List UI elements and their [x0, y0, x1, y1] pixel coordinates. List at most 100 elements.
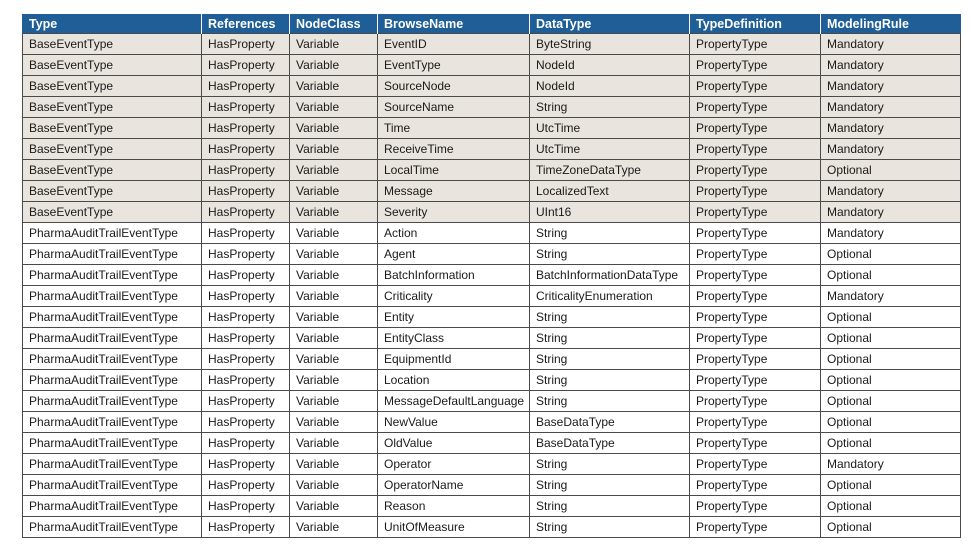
table-row: PharmaAuditTrailEventType HasProperty Vari…: [22, 495, 961, 517]
table-row: PharmaAuditTrailEventType HasProperty Vari…: [22, 474, 961, 496]
type-cell: PharmaAuditTrailEventType: [22, 516, 202, 538]
type-cell: PharmaAuditTrailEventType: [22, 264, 202, 286]
references-cell: HasProperty: [201, 474, 290, 496]
typedefinition-cell: PropertyType: [689, 369, 821, 391]
type-cell: PharmaAuditTrailEventType: [22, 474, 202, 496]
datatype-cell: String: [529, 474, 690, 496]
typedefinition-cell: PropertyType: [689, 453, 821, 475]
type-cell: PharmaAuditTrailEventType: [22, 243, 202, 265]
nodeclass-cell: Variable: [289, 117, 378, 139]
typedefinition-cell: PropertyType: [689, 411, 821, 433]
modelingrule-cell: Mandatory: [820, 33, 961, 55]
type-cell: BaseEventType: [22, 138, 202, 160]
nodeclass-cell: Variable: [289, 222, 378, 244]
nodeclass-cell: Variable: [289, 33, 378, 55]
typedefinition-cell: PropertyType: [689, 495, 821, 517]
browsename-cell: EventType: [377, 54, 530, 76]
typedefinition-cell: PropertyType: [689, 327, 821, 349]
references-cell: HasProperty: [201, 180, 290, 202]
modelingrule-cell: Optional: [820, 306, 961, 328]
modelingrule-cell: Mandatory: [820, 222, 961, 244]
nodeclass-cell: Variable: [289, 96, 378, 118]
browsename-cell: MessageDefaultLanguage: [377, 390, 530, 412]
table-row: PharmaAuditTrailEventType HasProperty Vari…: [22, 306, 961, 328]
browsename-cell: ReceiveTime: [377, 138, 530, 160]
type-cell: BaseEventType: [22, 33, 202, 55]
typedefinition-cell: PropertyType: [689, 159, 821, 181]
typedefinition-cell: PropertyType: [689, 516, 821, 538]
references-cell: HasProperty: [201, 306, 290, 328]
type-cell: BaseEventType: [22, 201, 202, 223]
nodeclass-cell: Variable: [289, 159, 378, 181]
references-cell: HasProperty: [201, 495, 290, 517]
datatype-cell: NodeId: [529, 54, 690, 76]
typedefinition-cell: PropertyType: [689, 75, 821, 97]
typedefinition-cell: PropertyType: [689, 180, 821, 202]
datatype-cell: String: [529, 453, 690, 475]
nodeclass-cell: Variable: [289, 432, 378, 454]
references-cell: HasProperty: [201, 117, 290, 139]
modelingrule-cell: Optional: [820, 432, 961, 454]
datatype-cell: String: [529, 222, 690, 244]
browsename-cell: BatchInformation: [377, 264, 530, 286]
datatype-cell: String: [529, 369, 690, 391]
table-row: BaseEventType HasProperty Variable ReceiveT…: [22, 138, 961, 160]
browsename-cell: Entity: [377, 306, 530, 328]
datatype-cell: UtcTime: [529, 138, 690, 160]
modelingrule-cell: Mandatory: [820, 96, 961, 118]
typedefinition-cell: PropertyType: [689, 285, 821, 307]
modelingrule-cell: Optional: [820, 495, 961, 517]
browsename-cell: OperatorName: [377, 474, 530, 496]
browsename-cell: Operator: [377, 453, 530, 475]
type-cell: BaseEventType: [22, 96, 202, 118]
type-cell: BaseEventType: [22, 180, 202, 202]
nodeclass-cell: Variable: [289, 54, 378, 76]
references-cell: HasProperty: [201, 138, 290, 160]
modelingrule-cell: Optional: [820, 411, 961, 433]
datatype-cell: String: [529, 348, 690, 370]
type-cell: PharmaAuditTrailEventType: [22, 390, 202, 412]
table-row: PharmaAuditTrailEventType HasProperty Vari…: [22, 222, 961, 244]
typedefinition-cell: PropertyType: [689, 243, 821, 265]
modelingrule-cell: Mandatory: [820, 453, 961, 475]
table-row: PharmaAuditTrailEventType HasProperty Vari…: [22, 327, 961, 349]
table-row: PharmaAuditTrailEventType HasProperty Vari…: [22, 516, 961, 538]
datatype-cell: String: [529, 96, 690, 118]
type-cell: PharmaAuditTrailEventType: [22, 453, 202, 475]
typedefinition-cell: PropertyType: [689, 390, 821, 412]
table-row: BaseEventType HasProperty Variable Message L…: [22, 180, 961, 202]
references-cell: HasProperty: [201, 390, 290, 412]
table-body: BaseEventType HasProperty Variable EventID B…: [22, 33, 961, 538]
nodeclass-cell: Variable: [289, 243, 378, 265]
table-row: PharmaAuditTrailEventType HasProperty Vari…: [22, 369, 961, 391]
typedefinition-cell: PropertyType: [689, 264, 821, 286]
table-row: PharmaAuditTrailEventType HasProperty Vari…: [22, 348, 961, 370]
modelingrule-cell: Mandatory: [820, 117, 961, 139]
nodeclass-cell: Variable: [289, 348, 378, 370]
browsename-cell: Criticality: [377, 285, 530, 307]
modelingrule-cell: Mandatory: [820, 138, 961, 160]
table-row: PharmaAuditTrailEventType HasProperty Vari…: [22, 390, 961, 412]
table-row: BaseEventType HasProperty Variable SourceNo…: [22, 75, 961, 97]
browsename-cell: UnitOfMeasure: [377, 516, 530, 538]
table-row: BaseEventType HasProperty Variable Time UtcT…: [22, 117, 961, 139]
type-cell: BaseEventType: [22, 54, 202, 76]
table-row: BaseEventType HasProperty Variable SourceNa…: [22, 96, 961, 118]
typedefinition-cell: PropertyType: [689, 96, 821, 118]
datatype-cell: UInt16: [529, 201, 690, 223]
datatype-cell: BaseDataType: [529, 432, 690, 454]
datatype-cell: TimeZoneDataType: [529, 159, 690, 181]
type-cell: BaseEventType: [22, 75, 202, 97]
browsename-cell: EventID: [377, 33, 530, 55]
modelingrule-cell: Mandatory: [820, 54, 961, 76]
modelingrule-cell: Optional: [820, 474, 961, 496]
nodeclass-cell: Variable: [289, 390, 378, 412]
modelingrule-cell: Optional: [820, 243, 961, 265]
type-cell: PharmaAuditTrailEventType: [22, 369, 202, 391]
typedefinition-cell: PropertyType: [689, 138, 821, 160]
browsename-cell: LocalTime: [377, 159, 530, 181]
column-header-browsename: BrowseName: [377, 14, 530, 34]
references-cell: HasProperty: [201, 516, 290, 538]
nodeclass-cell: Variable: [289, 285, 378, 307]
modelingrule-cell: Optional: [820, 159, 961, 181]
